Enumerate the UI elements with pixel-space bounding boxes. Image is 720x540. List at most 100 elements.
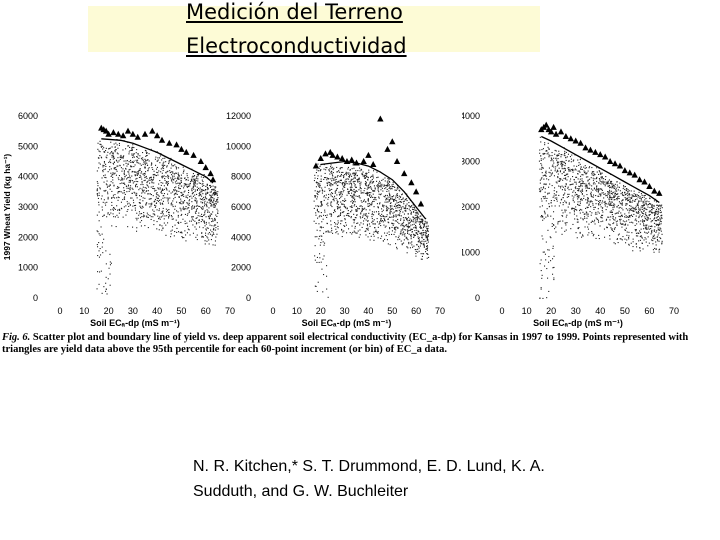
- data-point: [576, 209, 578, 211]
- data-point: [356, 222, 358, 224]
- data-point: [329, 190, 331, 192]
- data-point: [352, 181, 354, 183]
- data-point: [166, 166, 168, 168]
- data-point: [550, 237, 552, 239]
- data-point: [139, 221, 141, 223]
- y-tick-label: 10000: [226, 141, 251, 151]
- data-point: [559, 171, 561, 173]
- data-point: [331, 229, 333, 231]
- data-point: [197, 175, 199, 177]
- data-point: [103, 169, 105, 171]
- data-point: [339, 167, 341, 169]
- data-point: [184, 220, 186, 222]
- data-point: [105, 288, 107, 290]
- data-point: [354, 201, 356, 203]
- data-point: [146, 152, 148, 154]
- data-point: [407, 247, 409, 249]
- data-point: [548, 179, 550, 181]
- data-point: [329, 168, 331, 170]
- data-point: [655, 209, 657, 211]
- data-point: [597, 220, 599, 222]
- data-point: [155, 164, 157, 166]
- data-point: [162, 162, 164, 164]
- data-point: [655, 212, 657, 214]
- data-point: [171, 174, 173, 176]
- data-point: [116, 160, 118, 162]
- data-point: [357, 230, 359, 232]
- data-point: [107, 193, 109, 195]
- data-point: [622, 199, 624, 201]
- data-point: [113, 207, 115, 209]
- data-point: [187, 185, 189, 187]
- percentile-triangle: [572, 137, 579, 144]
- data-point: [561, 185, 563, 187]
- data-point: [556, 155, 558, 157]
- data-point: [343, 225, 345, 227]
- data-point: [320, 175, 322, 177]
- data-point: [619, 216, 621, 218]
- data-point: [343, 185, 345, 187]
- data-point: [614, 193, 616, 195]
- data-point: [638, 217, 640, 219]
- data-point: [365, 219, 367, 221]
- data-point: [111, 174, 113, 176]
- data-point: [401, 243, 403, 245]
- data-point: [646, 228, 648, 230]
- data-point: [161, 229, 163, 231]
- data-point: [181, 203, 183, 205]
- data-point: [622, 199, 624, 201]
- data-point: [581, 180, 583, 182]
- data-point: [160, 184, 162, 186]
- data-point: [215, 203, 217, 205]
- data-point: [165, 224, 167, 226]
- data-point: [347, 192, 349, 194]
- data-point: [127, 203, 129, 205]
- data-point: [131, 209, 133, 211]
- data-point: [183, 201, 185, 203]
- data-point: [196, 202, 198, 204]
- data-point: [193, 185, 195, 187]
- data-point: [166, 197, 168, 199]
- data-point: [386, 188, 388, 190]
- data-point: [653, 212, 655, 214]
- data-point: [204, 205, 206, 207]
- data-point: [389, 194, 391, 196]
- data-point: [426, 245, 428, 247]
- data-point: [551, 173, 553, 175]
- data-point: [368, 212, 370, 214]
- data-point: [353, 180, 355, 182]
- data-point: [577, 195, 579, 197]
- data-point: [574, 181, 576, 183]
- data-point: [566, 173, 568, 175]
- data-point: [425, 235, 427, 237]
- data-point: [207, 210, 209, 212]
- data-point: [625, 203, 627, 205]
- data-point: [651, 206, 653, 208]
- data-point: [142, 197, 144, 199]
- data-point: [368, 171, 370, 173]
- data-point: [595, 211, 597, 213]
- data-point: [599, 188, 601, 190]
- data-point: [555, 150, 557, 152]
- data-point: [152, 209, 154, 211]
- data-point: [578, 170, 580, 172]
- data-point: [356, 174, 358, 176]
- data-point: [342, 191, 344, 193]
- data-point: [586, 186, 588, 188]
- data-point: [166, 211, 168, 213]
- data-point: [176, 180, 178, 182]
- data-point: [210, 200, 212, 202]
- data-point: [136, 197, 138, 199]
- data-point: [383, 224, 385, 226]
- data-point: [391, 196, 393, 198]
- data-point: [620, 223, 622, 225]
- data-point: [608, 185, 610, 187]
- data-point: [338, 191, 340, 193]
- data-point: [590, 193, 592, 195]
- data-point: [540, 178, 542, 180]
- data-point: [160, 171, 162, 173]
- data-point: [365, 177, 367, 179]
- data-point: [347, 168, 349, 170]
- data-point: [129, 146, 131, 148]
- data-point: [154, 174, 156, 176]
